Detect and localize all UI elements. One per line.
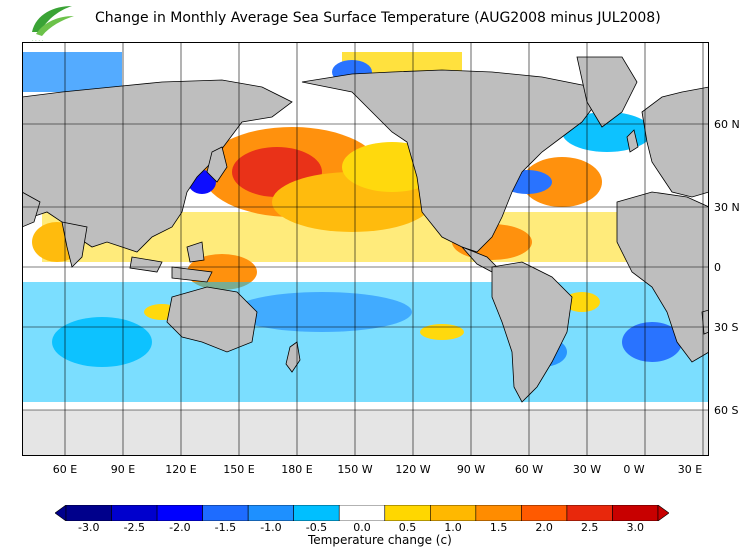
colorbar-cell: [293, 505, 340, 521]
graticule: [22, 42, 709, 456]
antarctic-ice: [22, 410, 709, 456]
lon-label-0w: 0 W: [623, 463, 645, 476]
colorbar-tick-label: 1.0: [444, 521, 462, 534]
colorbar-cell: [521, 505, 568, 521]
north-america-landmass: [301, 69, 598, 253]
colorbar-cell: [430, 505, 477, 521]
colorbar-cell: [111, 505, 158, 521]
colorbar-cell: [566, 505, 613, 521]
lon-label-30w: 30 W: [572, 463, 602, 476]
lon-label-90w: 90 W: [456, 463, 486, 476]
lon-label-60e: 60 E: [52, 463, 78, 476]
europe-landmass: [641, 86, 709, 198]
map-frame: [22, 42, 709, 456]
colorbar-tick-label: -1.5: [214, 521, 237, 534]
colorbar-tick-label: 1.5: [489, 521, 508, 534]
colorbar-title: Temperature change (c): [308, 533, 452, 547]
colorbar-tick-label: 0.5: [398, 521, 417, 534]
colorbar-tick-label: -0.5: [305, 521, 328, 534]
lon-label-180e: 180 E: [281, 463, 313, 476]
lon-label-60w: 60 W: [514, 463, 544, 476]
lon-label-90e: 90 E: [110, 463, 136, 476]
colorbar-tick-label: 0.0: [353, 521, 371, 534]
lon-label-150e: 150 E: [223, 463, 255, 476]
south-america-landmass: [491, 261, 573, 403]
lat-label-0: 0: [714, 261, 721, 274]
lat-label-60s: 60 S: [714, 404, 739, 417]
lat-label-30s: 30 S: [714, 321, 739, 334]
colorbar-tick-label: 3.0: [626, 521, 644, 534]
svg-text:· · · ·: · · · ·: [32, 38, 44, 44]
colorbar-tick-label: -1.0: [260, 521, 282, 534]
colorbar-right-arrow: [657, 505, 669, 521]
colorbar-tick-label: -2.0: [169, 521, 191, 534]
anomaly-field: [22, 52, 709, 402]
australia-landmass: [166, 286, 258, 353]
colorbar-cell: [156, 505, 203, 521]
land-masses: [22, 56, 709, 403]
lon-label-30e: 30 E: [677, 463, 703, 476]
lon-label-150w: 150 W: [337, 463, 373, 476]
colorbar-cell: [65, 505, 112, 521]
lon-label-120e: 120 E: [165, 463, 197, 476]
hko-logo-icon: · · · ·: [32, 6, 74, 44]
colorbar-tick-label: 2.0: [535, 521, 553, 534]
colorbar-cell: [247, 505, 294, 521]
colorbar-tick-label: -2.5: [123, 521, 146, 534]
chart-title: Change in Monthly Average Sea Surface Te…: [95, 10, 661, 26]
colorbar-tick-label: -3.0: [78, 521, 100, 534]
colorbar-cell: [475, 505, 522, 521]
sst-change-map: [22, 42, 709, 456]
colorbar-left-arrow: [55, 505, 67, 521]
colorbar: [55, 505, 669, 521]
colorbar-cell: [612, 505, 659, 521]
colorbar-tick-label: 2.5: [580, 521, 599, 534]
colorbar-cell: [384, 505, 431, 521]
colorbar-cell: [202, 505, 249, 521]
colorbar-cell: [338, 505, 386, 521]
lon-label-120w: 120 W: [395, 463, 431, 476]
lat-label-30n: 30 N: [714, 201, 740, 214]
lat-label-60n: 60 N: [714, 118, 740, 131]
